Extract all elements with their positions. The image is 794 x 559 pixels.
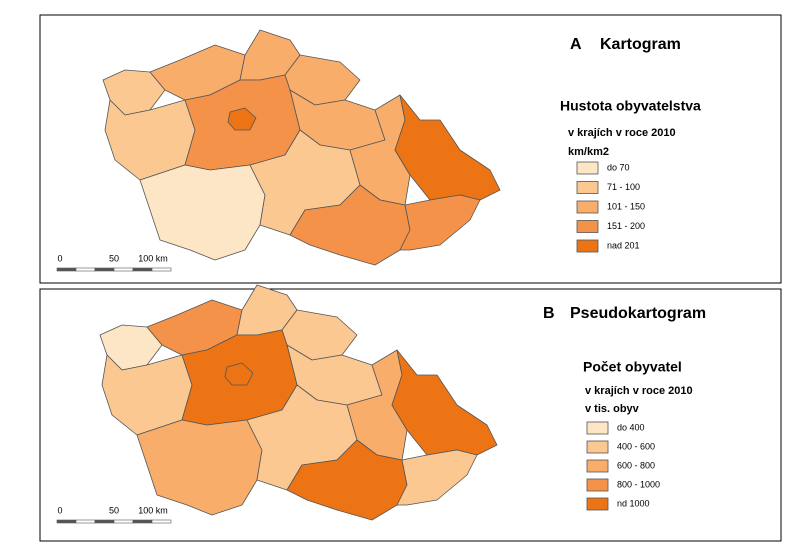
map <box>102 29 501 266</box>
legend-swatch <box>576 239 599 253</box>
legend-subtitle: v krajích v roce 2010 <box>568 127 676 139</box>
scale-label: 0 <box>57 253 62 263</box>
scale-bar <box>94 519 115 524</box>
legend-subtitle: v krajích v roce 2010 <box>585 385 693 397</box>
region <box>399 194 481 251</box>
scale-bar <box>151 267 172 272</box>
panel-letter: B <box>543 305 555 322</box>
legend-title: Počet obyvatel <box>583 359 682 375</box>
scale-bar <box>94 267 115 272</box>
legend-swatch <box>576 161 599 175</box>
region <box>136 419 263 516</box>
legend-swatch <box>586 421 609 435</box>
panel-title: Pseudokartogram <box>570 305 706 322</box>
legend-label: do 70 <box>607 162 630 172</box>
legend-label: nad 201 <box>607 240 640 250</box>
region <box>394 94 501 201</box>
scale-bar <box>132 519 153 524</box>
legend-swatch <box>586 478 609 492</box>
legend-label: 151 - 200 <box>607 221 645 231</box>
panel-frame <box>39 14 782 284</box>
region <box>396 449 478 506</box>
scale-bar <box>75 267 96 272</box>
map <box>99 284 498 521</box>
legend-label: do 400 <box>617 422 645 432</box>
legend-unit: v tis. obyv <box>585 403 640 415</box>
scale-bar <box>151 519 172 524</box>
legend-unit: km/km2 <box>568 146 609 158</box>
panel-title: Kartogram <box>600 36 681 53</box>
scale-label: 100 km <box>138 505 168 515</box>
scale-bar <box>132 267 153 272</box>
scale-label: 0 <box>57 505 62 515</box>
scale-label: 100 km <box>138 253 168 263</box>
legend-swatch <box>586 497 609 511</box>
legend-label: 101 - 150 <box>607 201 645 211</box>
legend-swatch <box>576 181 599 194</box>
scale-bar <box>56 519 77 524</box>
panel-letter: A <box>570 36 582 53</box>
scale-label: 50 <box>109 253 119 263</box>
legend-label: 800 - 1000 <box>617 479 660 489</box>
legend-label: 400 - 600 <box>617 441 655 451</box>
legend-title: Hustota obyvatelstva <box>560 98 701 114</box>
legend-swatch <box>586 459 609 473</box>
legend-swatch <box>576 220 599 233</box>
legend-swatch <box>576 200 599 214</box>
scale-bar <box>113 519 134 524</box>
legend-label: 71 - 100 <box>607 182 640 192</box>
scale-bar <box>113 267 134 272</box>
region <box>391 349 498 456</box>
scale-label: 50 <box>109 505 119 515</box>
scale-bar <box>56 267 77 272</box>
region <box>139 164 266 261</box>
legend-label: 600 - 800 <box>617 460 655 470</box>
scale-bar <box>75 519 96 524</box>
legend-swatch <box>586 440 609 454</box>
panel-frame <box>39 288 782 542</box>
legend-label: nd 1000 <box>617 498 650 508</box>
